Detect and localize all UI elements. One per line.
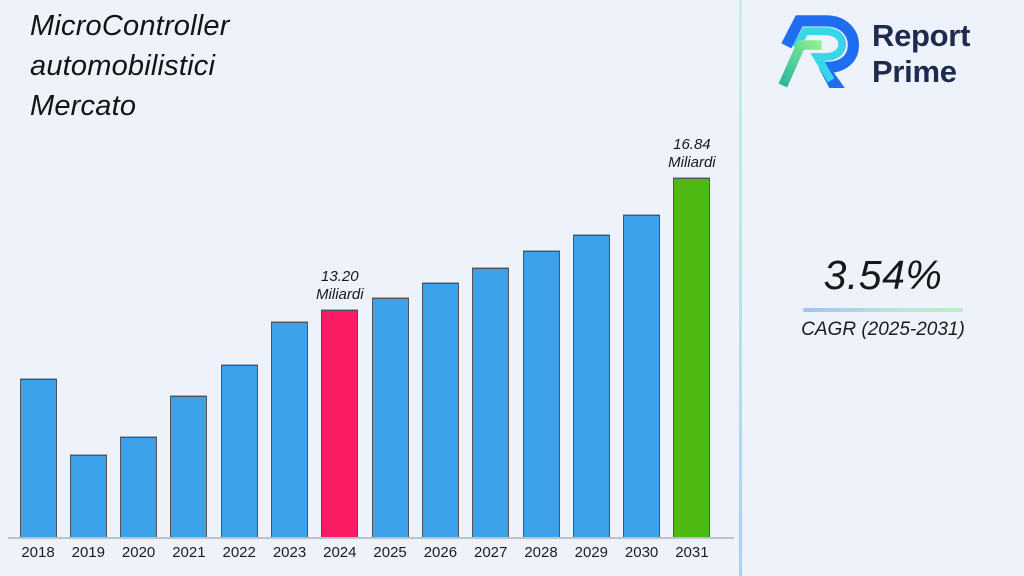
x-tick-2031: 2031 bbox=[675, 544, 709, 561]
x-tick-2023: 2023 bbox=[272, 544, 307, 561]
bar-2026 bbox=[421, 283, 459, 537]
bar-2031 bbox=[673, 178, 711, 537]
chart-section: MicroController automobilistici Mercato … bbox=[8, 6, 734, 561]
panel-divider bbox=[739, 0, 742, 576]
data-label-2024: 13.20 Miliardi bbox=[316, 268, 364, 303]
brand-name: Report Prime bbox=[872, 18, 970, 90]
x-axis-line bbox=[8, 537, 734, 539]
bar-2022 bbox=[220, 365, 258, 537]
cagr-label: CAGR (2025-2031) bbox=[801, 319, 965, 340]
x-tick-2020: 2020 bbox=[121, 544, 156, 561]
x-tick-2029: 2029 bbox=[574, 544, 608, 561]
bar-2018 bbox=[19, 379, 57, 537]
chart-title-line-3: Mercato bbox=[30, 90, 137, 122]
bar-2023 bbox=[271, 322, 308, 537]
x-tick-2021: 2021 bbox=[172, 544, 206, 561]
brand-name-line-1: Report bbox=[872, 18, 971, 53]
bar-2020 bbox=[120, 437, 158, 537]
x-tick-2024: 2024 bbox=[323, 544, 357, 561]
chart-title: MicroController automobilistici Mercato bbox=[30, 6, 360, 126]
x-tick-2026: 2026 bbox=[423, 544, 458, 561]
brand-name-line-2: Prime bbox=[872, 54, 957, 89]
cagr-underline bbox=[803, 308, 963, 312]
bar-2028 bbox=[522, 251, 560, 537]
brand: Report Prime bbox=[776, 8, 970, 94]
x-tick-2025: 2025 bbox=[373, 544, 407, 561]
bar-2019 bbox=[69, 455, 107, 537]
plot-area: 2018 2019 2020 2021 2022 2023 2024 2025 2026 2027… bbox=[8, 136, 734, 561]
cagr-value: 3.54% bbox=[823, 252, 943, 298]
x-tick-2030: 2030 bbox=[624, 544, 659, 561]
chart-title-line-2: automobilistici bbox=[30, 50, 216, 82]
x-tick-2019: 2019 bbox=[71, 544, 105, 561]
chart-title-line-1: MicroController bbox=[30, 10, 230, 42]
bar-2021 bbox=[170, 396, 208, 537]
bar-2027 bbox=[472, 268, 510, 537]
data-label-2031: 16.84 Miliardi bbox=[668, 136, 716, 171]
report-prime-logo-icon bbox=[778, 15, 859, 88]
bar-2029 bbox=[572, 235, 610, 537]
cagr-block: 3.54% CAGR (2025-2031) bbox=[742, 252, 1024, 341]
x-tick-2028: 2028 bbox=[524, 544, 558, 561]
bar-2024 bbox=[321, 310, 359, 537]
x-tick-2022: 2022 bbox=[222, 544, 256, 561]
x-tick-2018: 2018 bbox=[21, 544, 55, 561]
x-tick-2027: 2027 bbox=[474, 544, 508, 561]
bar-2030 bbox=[623, 215, 661, 537]
bar-2025 bbox=[371, 298, 409, 537]
info-panel: Report Prime 3.54% CAGR (2025-2031) bbox=[742, 0, 1024, 576]
